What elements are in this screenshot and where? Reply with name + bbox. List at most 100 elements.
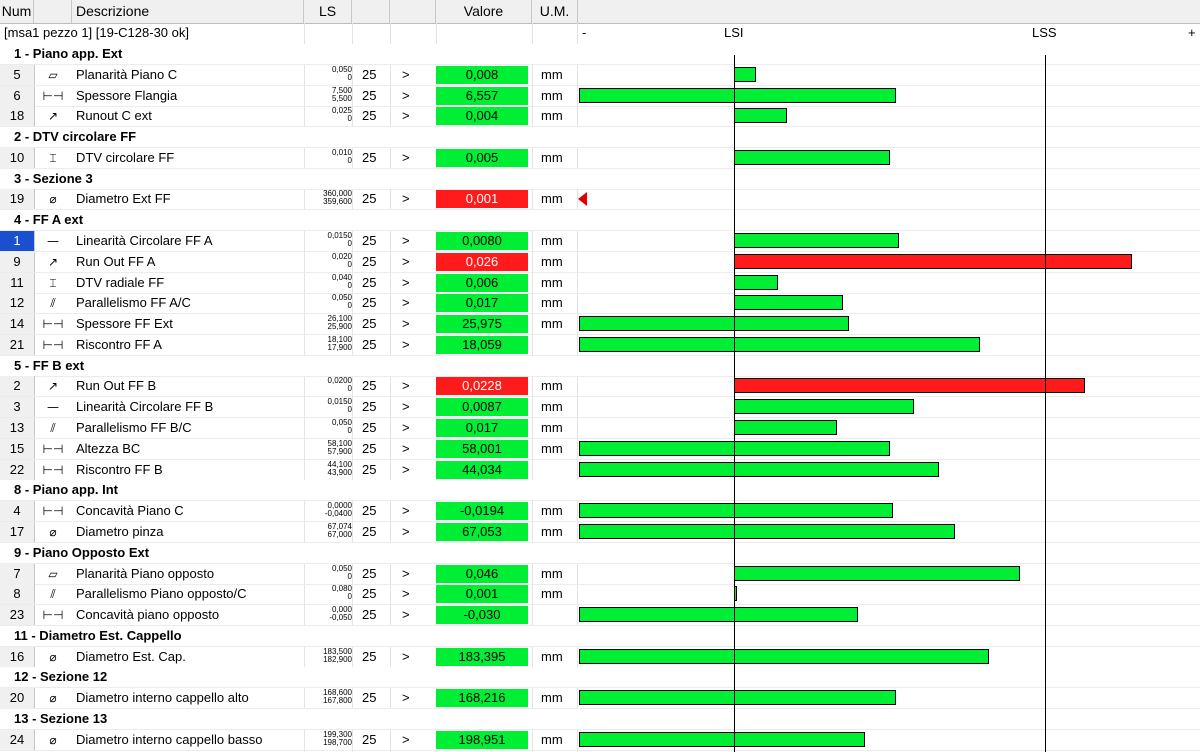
table-row[interactable]: 13 ⫽ Parallelismo FF B/C 0,050 0 25 >0,017 mm (0, 418, 1200, 440)
table-row[interactable]: 20 ⌀ Diametro interno cappello alto 168,600… (0, 688, 1200, 710)
group-row[interactable]: 1 - Piano app. Ext (0, 44, 1200, 65)
row-number[interactable]: 23 (0, 605, 35, 626)
table-row[interactable]: 23 ⊢⊣ Concavità piano opposto 0,000 -0,050 25… (0, 605, 1200, 627)
table-row[interactable]: 14 ⊢⊣ Spessore FF Ext 26,100 25,900 25 >25,975… (0, 314, 1200, 336)
limit-low: 25,900 (327, 322, 352, 332)
row-description: Riscontro FF B (76, 461, 163, 477)
group-row[interactable]: 11 - Diametro Est. Cappello (0, 625, 1200, 647)
row-value: -0,030 (436, 606, 528, 625)
table-row[interactable]: 9 ↗ Run Out FF A 0,020 0 25 >0,026 mm (0, 251, 1200, 273)
col-ls[interactable]: LS (304, 0, 352, 23)
dtv-icon: ⌶ (49, 150, 57, 165)
table-row[interactable]: 18 ↗ Runout C ext 0,025 0 25 >0,004 mm (0, 106, 1200, 128)
group-row[interactable]: 13 - Sezione 13 (0, 708, 1200, 730)
table-row[interactable]: 5 ⏥ Planarità Piano C 0,050 0 25 >0,008 mm (0, 64, 1200, 86)
table-row[interactable]: 22 ⊢⊣ Riscontro FF B 44,100 43,900 25 >44,034 (0, 459, 1200, 481)
col-icon[interactable] (34, 0, 72, 23)
col-graph[interactable] (578, 0, 1200, 23)
table-row[interactable]: 4 ⊢⊣ Concavità Piano C 0,0000 -0,0400 25 > -0,0… (0, 501, 1200, 523)
row-number[interactable]: 2 (0, 376, 35, 397)
row-comparator: > (402, 378, 410, 394)
row-unit: mm (541, 253, 563, 269)
table-row[interactable]: 15 ⊢⊣ Altezza BC 58,100 57,900 25 >58,001 mm (0, 438, 1200, 460)
row-number[interactable]: 24 (0, 729, 35, 750)
row-sample-count: 25 (362, 274, 377, 290)
row-number[interactable]: 18 (0, 106, 35, 127)
row-unit: mm (541, 274, 563, 290)
row-number[interactable]: 21 (0, 334, 35, 355)
row-number[interactable]: 17 (0, 521, 35, 542)
row-description: Spessore FF Ext (76, 316, 173, 332)
limit-low: 182,900 (323, 654, 352, 664)
value-bar (579, 648, 990, 664)
group-row[interactable]: 8 - Piano app. Int (0, 480, 1200, 502)
row-number[interactable]: 16 (0, 646, 35, 667)
group-row[interactable]: 12 - Sezione 12 (0, 667, 1200, 689)
table-row[interactable]: 21 ⊢⊣ Riscontro FF A 18,100 17,900 25 >18,059 (0, 334, 1200, 356)
row-number[interactable]: 3 (0, 397, 35, 418)
row-sample-count: 25 (362, 503, 377, 519)
row-comparator: > (402, 523, 410, 539)
table-row[interactable]: 16 ⌀ Diametro Est. Cap. 183,500 182,900 25 >18… (0, 646, 1200, 668)
table-row[interactable]: 6 ⊢⊣ Spessore Flangia 7,500 5,500 25 >6,557 mm (0, 85, 1200, 107)
row-number[interactable]: 20 (0, 688, 35, 709)
col-num[interactable]: Num (0, 0, 34, 23)
col-valore[interactable]: Valore (436, 0, 532, 23)
row-number[interactable]: 7 (0, 563, 35, 584)
row-number[interactable]: 12 (0, 293, 35, 314)
limit-high: 0,050 (331, 293, 352, 303)
row-value: 198,951 (436, 730, 528, 749)
row-value: -0,0194 (436, 502, 528, 521)
row-number[interactable]: 4 (0, 501, 35, 522)
row-number[interactable]: 1 (0, 231, 35, 252)
limit-low: 359,600 (323, 197, 352, 207)
row-description: Concavità piano opposto (76, 607, 220, 623)
group-row[interactable]: 4 - FF A ext (0, 210, 1200, 232)
row-value: 0,046 (436, 564, 528, 583)
thickness-icon: ⊢⊣ (42, 337, 64, 352)
group-row[interactable]: 5 - FF B ext (0, 355, 1200, 377)
parallelism-icon: ⫽ (50, 587, 56, 602)
row-number[interactable]: 11 (0, 272, 35, 293)
scale-minus: - (582, 25, 587, 40)
table-row[interactable]: 19 ⌀ Diametro Ext FF 360,000 359,600 25 >0,001… (0, 189, 1200, 211)
row-number[interactable]: 8 (0, 584, 35, 605)
table-row[interactable]: 11 ⌶ DTV radiale FF 0,040 0 25 >0,006 mm (0, 272, 1200, 294)
value-bar (579, 690, 896, 706)
table-row[interactable]: 3 — Linearità Circolare FF B 0,0150 0 25 >0,00… (0, 397, 1200, 419)
table-row[interactable]: 17 ⌀ Diametro pinza 67,074 67,000 25 >67,053 mm (0, 521, 1200, 543)
table-row[interactable]: 10 ⌶ DTV circolare FF 0,010 0 25 >0,005 mm (0, 147, 1200, 169)
row-limits: 18,100 17,900 (304, 335, 352, 352)
group-row[interactable]: 3 - Sezione 3 (0, 168, 1200, 190)
col-n[interactable] (352, 0, 390, 23)
row-unit: mm (541, 586, 563, 602)
row-number[interactable]: 19 (0, 189, 35, 210)
row-number[interactable]: 10 (0, 147, 35, 168)
table-row[interactable]: 24 ⌀ Diametro interno cappello basso 199,30… (0, 729, 1200, 751)
table-row[interactable]: 8 ⫽ Parallelismo Piano opposto/C 0,080 0 25 >0… (0, 584, 1200, 606)
row-number[interactable]: 22 (0, 459, 35, 480)
col-um[interactable]: U.M. (532, 0, 578, 23)
value-bar (579, 607, 859, 623)
group-row[interactable]: 9 - Piano Opposto Ext (0, 542, 1200, 564)
row-comparator: > (402, 731, 410, 747)
row-limits: 199,300 198,700 (304, 730, 352, 747)
value-bar (734, 295, 843, 311)
group-row[interactable]: 2 - DTV circolare FF (0, 127, 1200, 149)
row-number[interactable]: 15 (0, 438, 35, 459)
table-row[interactable]: 12 ⫽ Parallelismo FF A/C 0,050 0 25 >0,017 mm (0, 293, 1200, 315)
table-row[interactable]: 2 ↗ Run Out FF B 0,0200 0 25 >0,0228 mm (0, 376, 1200, 398)
table-row[interactable]: 7 ⏥ Planarità Piano opposto 0,050 0 25 >0,046 m… (0, 563, 1200, 585)
row-number[interactable]: 14 (0, 314, 35, 335)
col-descrizione[interactable]: Descrizione (72, 0, 304, 23)
row-value: 0,004 (436, 107, 528, 126)
table-row[interactable]: 1 — Linearità Circolare FF A 0,0150 0 25 >0,00… (0, 231, 1200, 253)
row-number[interactable]: 5 (0, 64, 35, 85)
row-value: 0,0080 (436, 232, 528, 251)
row-number[interactable]: 13 (0, 418, 35, 439)
row-number[interactable]: 9 (0, 251, 35, 272)
limit-high: 44,100 (327, 459, 352, 469)
row-number[interactable]: 6 (0, 85, 35, 106)
col-cmp[interactable] (390, 0, 436, 23)
row-description: DTV circolare FF (76, 149, 175, 165)
